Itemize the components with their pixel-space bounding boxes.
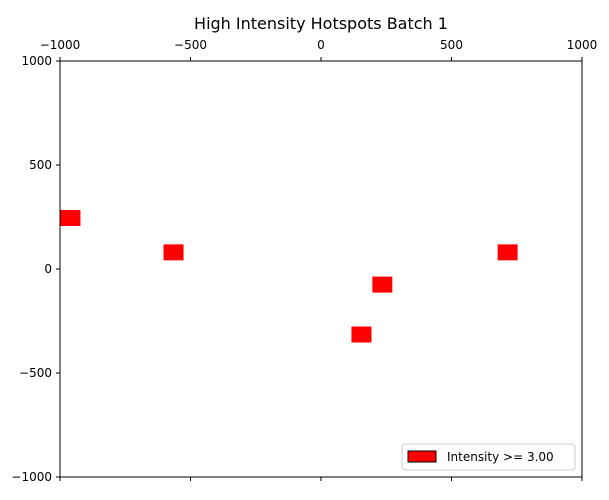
data-point (497, 244, 518, 261)
y-tick-label: 1000 (21, 54, 52, 68)
data-points (60, 210, 518, 343)
data-point (351, 326, 372, 343)
y-axis: 1000 500 0 −500 −1000 (11, 54, 60, 484)
chart-title: High Intensity Hotspots Batch 1 (194, 14, 448, 33)
x-tick-label: −500 (174, 38, 207, 52)
y-tick-label: 500 (29, 158, 52, 172)
x-tick-label: 0 (317, 38, 325, 52)
y-tick-label: −1000 (11, 470, 52, 484)
data-point (163, 244, 184, 261)
y-tick-label: −500 (19, 366, 52, 380)
plot-frame (59, 60, 583, 478)
data-point (60, 210, 81, 227)
data-point (372, 276, 393, 293)
legend-label: Intensity >= 3.00 (447, 450, 554, 464)
x-tick-label: 1000 (567, 38, 598, 52)
y-tick-label: 0 (44, 262, 52, 276)
x-axis: −1000 −500 0 500 1000 (40, 38, 598, 481)
legend: Intensity >= 3.00 (401, 443, 576, 471)
x-tick-label: −1000 (40, 38, 81, 52)
legend-swatch (407, 450, 437, 463)
legend-box (401, 443, 576, 471)
x-tick-label: 500 (440, 38, 463, 52)
